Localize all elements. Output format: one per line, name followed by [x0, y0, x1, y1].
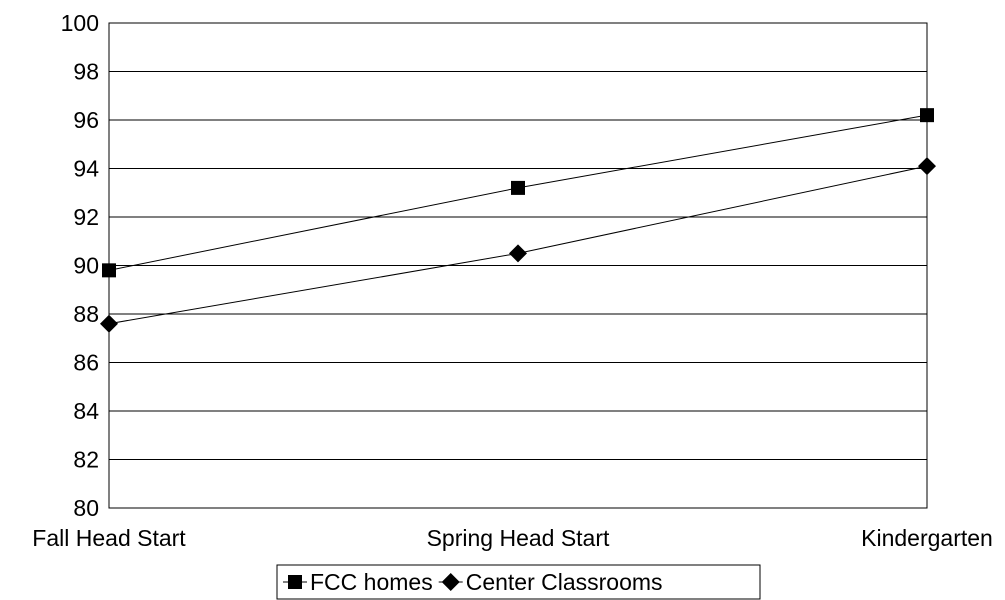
x-tick-label: Kindergarten: [861, 525, 993, 551]
y-tick-label: 88: [73, 301, 99, 327]
y-tick-label: 84: [73, 398, 99, 424]
legend-label: Center Classrooms: [466, 569, 663, 595]
y-tick-label: 90: [73, 253, 99, 279]
data-point-square: [511, 180, 525, 195]
y-tick-label: 98: [73, 59, 99, 85]
y-tick-label: 82: [73, 447, 99, 473]
legend-frame: [276, 564, 761, 600]
y-tick-label: 100: [61, 10, 99, 36]
data-point-diamond: [918, 157, 936, 176]
legend-marker-square: [288, 575, 302, 589]
x-axis-tick-labels: Fall Head Start Spring Head Start Kinderga…: [32, 525, 993, 551]
y-tick-label: 94: [73, 156, 99, 182]
gridlines: [109, 22, 927, 509]
series-lines: [100, 108, 936, 333]
data-point-square: [102, 263, 116, 278]
y-tick-label: 80: [73, 495, 99, 521]
y-tick-label: 86: [73, 350, 99, 376]
x-tick-label: Fall Head Start: [32, 525, 186, 551]
data-point-diamond: [100, 314, 118, 333]
legend: FCC homes Center Classrooms: [276, 564, 761, 600]
x-tick-label: Spring Head Start: [427, 525, 610, 551]
series-square: [102, 108, 934, 278]
legend-item: FCC homes: [283, 569, 433, 595]
series-diamond: [100, 157, 936, 333]
data-point-diamond: [509, 244, 527, 263]
y-axis-tick-labels: 80 82 84 86 88 90 92 94 96 98 100: [61, 10, 100, 521]
legend-marker-diamond: [441, 573, 460, 591]
y-tick-label: 92: [73, 204, 99, 230]
data-point-square: [920, 108, 934, 123]
legend-label: FCC homes: [310, 569, 433, 595]
legend-item: Center Classrooms: [438, 569, 663, 595]
y-tick-label: 96: [73, 107, 99, 133]
